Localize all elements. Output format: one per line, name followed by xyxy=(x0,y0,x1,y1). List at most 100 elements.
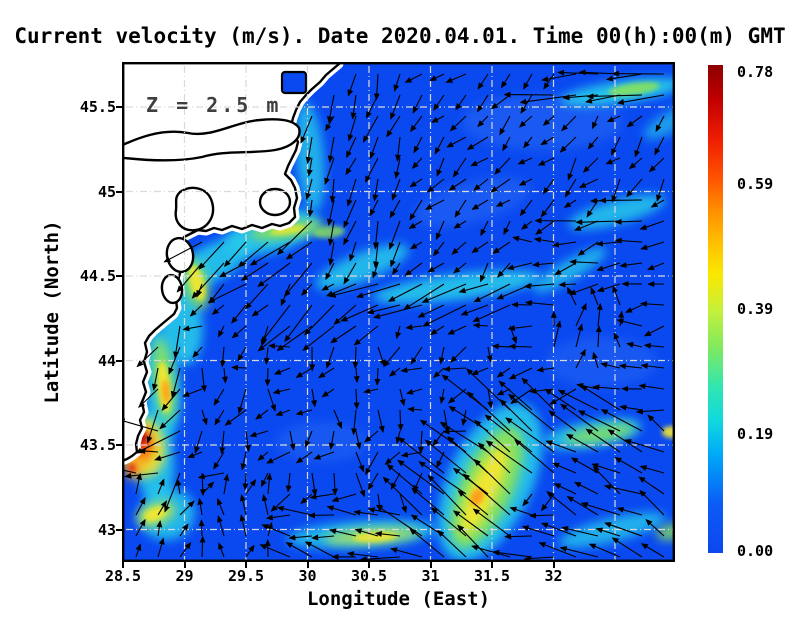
current-arrow xyxy=(412,94,423,114)
current-arrow xyxy=(592,384,621,391)
current-arrow xyxy=(523,555,555,562)
current-arrow xyxy=(457,524,489,558)
current-arrow xyxy=(413,136,423,154)
current-arrow xyxy=(417,430,424,454)
current-arrow xyxy=(616,318,643,327)
current-arrow xyxy=(231,364,247,371)
y-tick-mark xyxy=(116,444,122,446)
current-arrow xyxy=(217,325,225,338)
current-arrow xyxy=(561,115,577,132)
current-arrow xyxy=(639,300,665,307)
current-arrow xyxy=(340,304,379,322)
current-arrow xyxy=(471,241,489,253)
current-arrow xyxy=(436,157,445,177)
current-arrow xyxy=(384,451,401,465)
current-arrow xyxy=(328,283,379,298)
plot-frame xyxy=(122,62,675,562)
current-arrow xyxy=(295,367,313,378)
current-arrow xyxy=(557,69,599,76)
current-arrow xyxy=(625,304,643,313)
current-arrow xyxy=(424,199,445,210)
current-arrow xyxy=(596,262,621,272)
current-arrow xyxy=(325,346,335,369)
current-arrow xyxy=(157,478,165,495)
current-arrow xyxy=(426,178,445,193)
current-arrow xyxy=(545,440,577,453)
speed-feature-se-edge-green xyxy=(656,523,675,541)
colorbar-tick-label: 0.39 xyxy=(737,300,774,318)
current-arrow xyxy=(138,388,159,408)
current-arrow xyxy=(471,544,511,558)
current-arrow xyxy=(451,241,467,255)
plot-area: Z = 2.5 m xyxy=(122,62,675,562)
current-arrow xyxy=(492,241,511,254)
current-arrow xyxy=(327,136,335,163)
current-arrow xyxy=(639,465,665,474)
current-arrow xyxy=(365,94,379,119)
current-arrow xyxy=(343,220,357,246)
current-arrow xyxy=(244,283,269,310)
current-arrow xyxy=(330,325,357,344)
coastal-lake xyxy=(174,186,215,232)
current-arrow xyxy=(355,472,366,498)
current-arrow xyxy=(257,451,269,461)
current-arrow xyxy=(400,367,423,374)
current-arrow xyxy=(458,283,489,294)
current-arrow xyxy=(363,387,379,394)
current-arrow xyxy=(318,367,335,379)
current-arrow xyxy=(596,302,603,327)
current-arrow xyxy=(219,430,226,455)
current-arrow xyxy=(326,505,357,516)
current-arrow xyxy=(639,489,665,516)
current-arrow xyxy=(388,220,401,250)
current-arrow xyxy=(136,346,159,368)
current-arrow xyxy=(417,304,445,318)
current-arrow xyxy=(494,157,511,175)
y-tick-label: 44 xyxy=(97,351,116,370)
current-arrow xyxy=(519,199,533,217)
current-arrow xyxy=(480,220,489,237)
current-arrow xyxy=(260,325,269,347)
x-tick-label: 29 xyxy=(175,567,194,585)
speed-feature-mottle-ne xyxy=(462,94,622,150)
current-arrow xyxy=(310,388,317,408)
current-arrow xyxy=(540,522,577,537)
current-arrow xyxy=(372,178,379,202)
current-arrow xyxy=(197,497,204,516)
current-arrow xyxy=(522,493,533,507)
current-arrow xyxy=(260,304,291,344)
current-arrow xyxy=(170,367,181,399)
current-arrow xyxy=(577,241,599,256)
current-arrow xyxy=(259,544,291,558)
current-arrow xyxy=(648,157,665,173)
current-arrow xyxy=(595,527,621,537)
current-arrow xyxy=(367,507,401,516)
current-arrow xyxy=(517,157,533,165)
current-arrow xyxy=(472,304,511,322)
current-arrow xyxy=(369,136,379,160)
y-tick-mark xyxy=(116,528,122,531)
current-arrow xyxy=(453,262,467,274)
current-arrow xyxy=(231,325,247,339)
current-arrow xyxy=(656,178,665,202)
current-arrow xyxy=(574,220,599,231)
current-arrow xyxy=(552,462,577,474)
current-arrow xyxy=(505,417,555,453)
current-arrow xyxy=(146,409,159,444)
current-arrow xyxy=(151,367,159,391)
current-arrow xyxy=(575,323,584,348)
x-tick-mark xyxy=(306,562,309,568)
current-arrow xyxy=(199,535,206,558)
current-arrow xyxy=(411,157,423,170)
current-arrow xyxy=(239,494,247,516)
current-arrow xyxy=(122,469,137,474)
current-arrow xyxy=(640,543,665,558)
y-tick-mark xyxy=(116,359,122,362)
current-arrow xyxy=(237,241,269,268)
current-arrow xyxy=(495,199,511,207)
current-arrow xyxy=(325,262,335,281)
current-arrow xyxy=(600,409,643,432)
current-arrow xyxy=(304,304,335,336)
current-arrow xyxy=(438,346,445,365)
